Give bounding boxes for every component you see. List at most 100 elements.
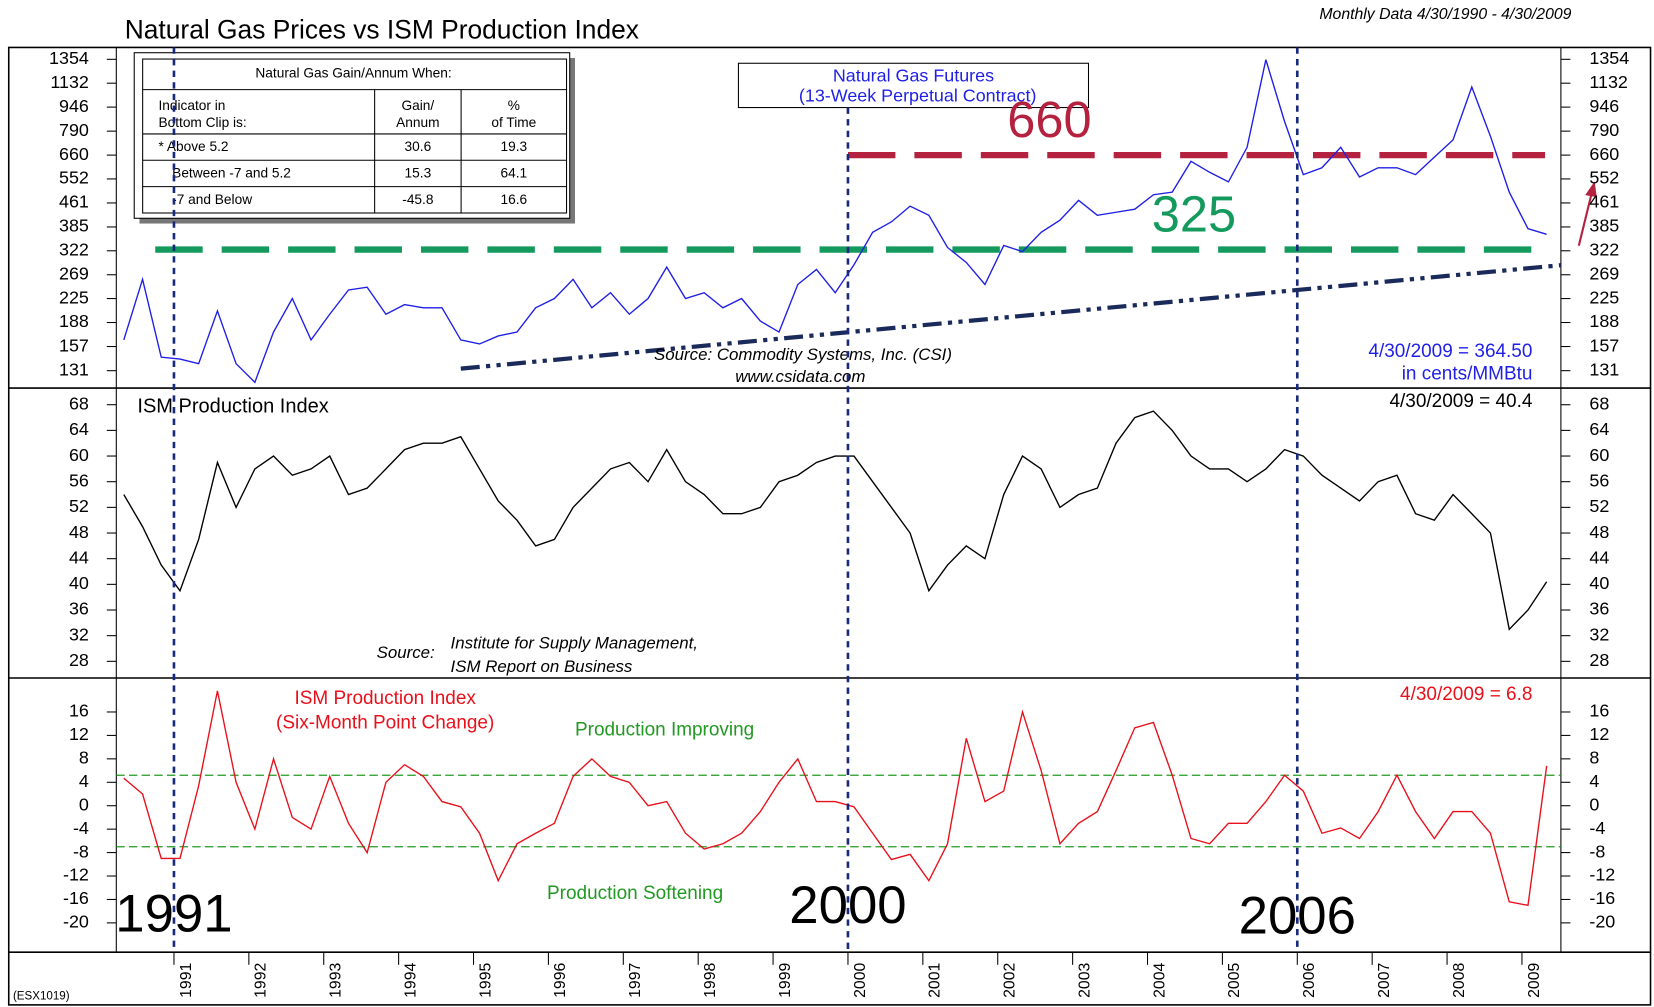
x-tick-label: 2001 [927,963,944,998]
series-line [123,690,1548,907]
y2-tick-label: 68 [1589,393,1609,413]
series-line [123,59,1547,384]
table-cell: -45.8 [402,192,434,207]
y-tick-label: 1354 [49,48,89,68]
y-tick-label: 64 [69,419,89,439]
y-tick-label: 16 [69,701,89,721]
x-tick-label: 2004 [1151,963,1168,998]
y2-tick-label: 946 [1589,96,1619,116]
table-cell: 15.3 [405,166,432,181]
y2-tick-label: 52 [1589,496,1609,516]
y2-tick-label: 157 [1589,335,1619,355]
y-tick-label: 40 [69,573,89,593]
x-tick-label: 1995 [477,963,494,998]
y-tick-label: 0 [79,794,89,814]
series-line [123,410,1548,631]
x-tick-label: 2007 [1376,963,1393,998]
y2-tick-label: 1132 [1589,72,1628,92]
table-header: % [508,98,520,113]
y-tick-label: 946 [59,96,89,116]
source: www.csidata.com [735,367,865,386]
y-tick-label: 48 [69,522,89,542]
source: Institute for Supply Management, [451,634,698,653]
chart-subtitle: Monthly Data 4/30/1990 - 4/30/2009 [1319,6,1571,23]
x-tick-label: 1998 [702,963,719,998]
chart-title: Natural Gas Prices vs ISM Production Ind… [125,15,639,45]
y2-tick-label: 385 [1589,216,1619,236]
x-tick-label: 2009 [1526,963,1543,998]
y2-tick-label: -12 [1589,865,1615,885]
y-tick-label: 322 [59,240,89,260]
y2-tick-label: -16 [1589,888,1615,908]
table-cell: 64.1 [501,166,528,181]
y2-tick-label: 225 [1589,287,1619,307]
y2-tick-label: 4 [1589,771,1599,791]
y2-tick-label: 790 [1589,120,1619,140]
y2-tick-label: 28 [1589,650,1609,670]
x-tick-label: 2006 [1301,963,1318,998]
last-value: 4/30/2009 = 40.4 [1389,391,1532,412]
y2-tick-label: 461 [1589,192,1619,212]
y-tick-label: 385 [59,216,89,236]
y-tick-label: 56 [69,470,89,490]
legend-label: Natural Gas Futures [833,66,994,86]
info-table: Natural Gas Gain/Annum When: [133,52,575,224]
y2-tick-label: 64 [1589,419,1609,439]
x-tick-label: 1996 [552,963,569,998]
y2-tick-label: 660 [1589,144,1619,164]
y-tick-label: 36 [69,599,89,619]
y-tick-label: 52 [69,496,89,516]
table-header: Annum [396,115,439,130]
y2-tick-label: 44 [1589,547,1609,567]
y-tick-label: -16 [63,888,89,908]
y-tick-label: -20 [63,912,89,932]
y-tick-label: 225 [59,287,89,307]
y-tick-label: -4 [73,818,89,838]
y-tick-label: 660 [59,144,89,164]
x-tick-label: 1999 [777,963,794,998]
x-tick-label: 2003 [1076,963,1093,998]
y-tick-label: 552 [59,168,89,188]
legend-label: (13-Week Perpetual Contract) [799,86,1037,106]
table-cell: * Above 5.2 [158,139,228,154]
y-tick-label: 68 [69,393,89,413]
y-tick-label: 8 [79,748,89,768]
last-value: 4/30/2009 = 6.8 [1400,684,1532,705]
y2-tick-label: 131 [1589,359,1619,379]
y-tick-label: 44 [69,547,89,567]
y2-tick-label: 48 [1589,522,1609,542]
y2-tick-label: 269 [1589,263,1619,283]
event-label: 1991 [115,884,232,943]
y2-tick-label: 12 [1589,724,1609,744]
y2-tick-label: -20 [1589,912,1615,932]
source: ISM Report on Business [451,657,633,676]
arrow [1577,189,1594,246]
legend-box [737,62,1090,109]
y2-tick-label: 60 [1589,445,1609,465]
trend-line [460,263,1562,371]
table-cell: 16.6 [501,192,528,207]
y-tick-label: -12 [63,865,89,885]
x-tick-label: 2000 [852,963,869,998]
y-tick-label: 60 [69,445,89,465]
table-inner [142,58,568,214]
table-cell: -7 and Below [172,192,252,207]
level-label: 325 [1152,185,1236,242]
y2-tick-label: 552 [1589,168,1619,188]
table-header: Gain/ [402,98,435,113]
table-cell: Between -7 and 5.2 [172,166,291,181]
table-cell: 30.6 [405,139,432,154]
last-value: in cents/MMBtu [1402,363,1533,384]
y-tick-label: 131 [59,359,89,379]
x-tick-label: 1997 [627,963,644,998]
table-cell: 19.3 [501,139,528,154]
x-tick-label: 1991 [178,963,195,998]
x-tick-label: 2002 [1002,963,1019,998]
event-label: 2000 [789,876,906,935]
y-tick-label: 12 [69,724,89,744]
zone-label: Production Softening [547,883,723,904]
series-label: (Six-Month Point Change) [276,712,494,733]
y-tick-label: 32 [69,624,89,644]
